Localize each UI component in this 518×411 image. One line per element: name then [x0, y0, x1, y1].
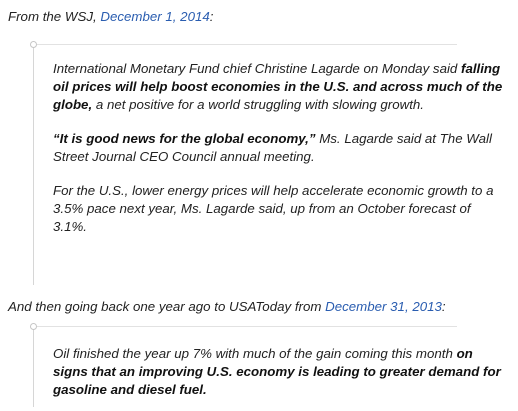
- intro-usatoday: And then going back one year ago to USAT…: [8, 299, 446, 315]
- quote-text: International Monetary Fund chief Christ…: [53, 61, 462, 76]
- quote-text: a net positive for a world struggling wi…: [92, 97, 425, 112]
- quote-paragraph-us-growth: For the U.S., lower energy prices will h…: [53, 166, 508, 236]
- quote-marker-icon: [30, 41, 37, 48]
- intro-usatoday-prefix: And then going back one year ago to USAT…: [8, 299, 326, 314]
- blockquote-wsj: International Monetary Fund chief Christ…: [30, 41, 508, 285]
- usatoday-date-link[interactable]: December 31, 2013: [325, 299, 442, 314]
- quote-emphasis: on signs that an improving U.S. economy …: [53, 346, 501, 397]
- quote-text: Oil finished the year up 7% with much of…: [53, 346, 457, 361]
- quote-top-rule: [37, 44, 457, 45]
- quote-text: Ms. Lagarde said at The Wall Street Jour…: [53, 131, 492, 164]
- intro-wsj-prefix: From the WSJ,: [8, 9, 101, 24]
- quote-marker-icon: [30, 323, 37, 330]
- intro-usatoday-suffix: :: [441, 299, 446, 314]
- blockquote-usatoday: Oil finished the year up 7% with much of…: [30, 323, 508, 407]
- quote-paragraph-lagarde: International Monetary Fund chief Christ…: [53, 45, 508, 114]
- wsj-date-link[interactable]: December 1, 2014: [100, 9, 210, 24]
- quote-paragraph-oil: Oil finished the year up 7% with much of…: [53, 327, 508, 399]
- intro-wsj: From the WSJ, December 1, 2014:: [8, 9, 213, 25]
- quote-paragraph-good-news: “It is good news for the global economy,…: [53, 114, 508, 166]
- quote-emphasis: falling oil prices will help boost econo…: [53, 61, 503, 112]
- intro-wsj-suffix: :: [209, 9, 214, 24]
- quote-top-rule: [37, 326, 457, 327]
- quote-text: For the U.S., lower energy prices will h…: [53, 183, 494, 234]
- quote-emphasis: “It is good news for the global economy,…: [53, 131, 316, 146]
